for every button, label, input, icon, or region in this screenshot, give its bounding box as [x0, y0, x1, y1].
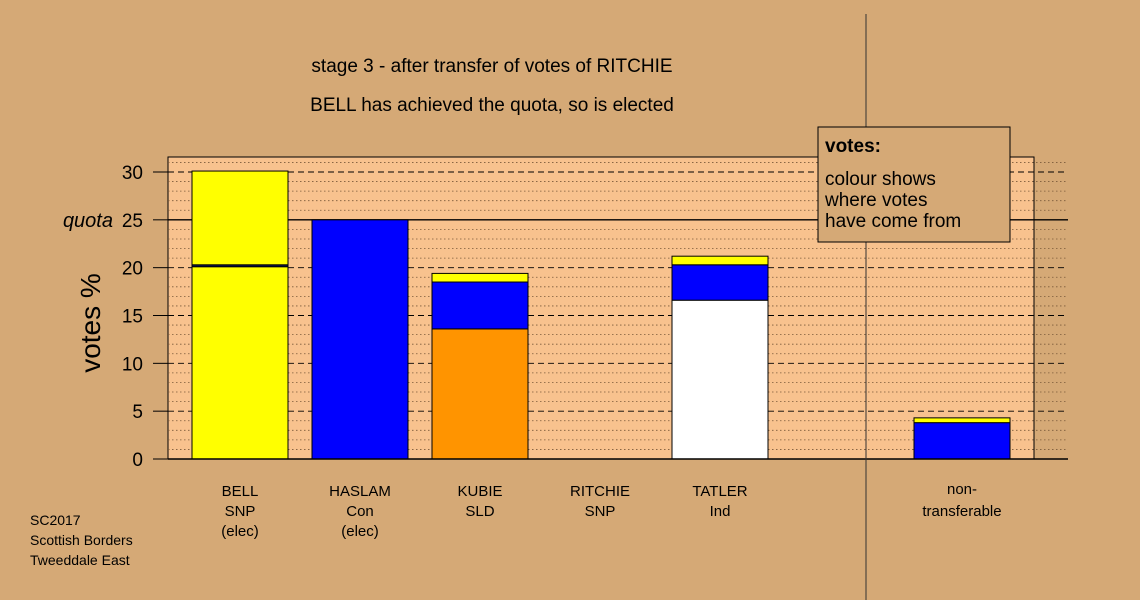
x-category-label: SLD: [465, 503, 494, 520]
bar-tatler-segment: [671, 255, 769, 266]
y-axis-title: votes %: [75, 273, 106, 373]
bar-tatler-segment: [671, 299, 769, 460]
bar-nontransferable-segment: [913, 417, 1011, 424]
bar-bell-segment: [191, 266, 289, 460]
x-category-label: Con: [346, 503, 374, 520]
y-tick-label: 30: [122, 163, 143, 184]
legend-title: votes:: [825, 136, 881, 157]
legend-box: [817, 126, 1011, 243]
quota-label: quota: [63, 210, 113, 232]
x-category-label: HASLAM: [329, 483, 391, 500]
chart-title: stage 3 - after transfer of votes of RIT…: [311, 56, 672, 77]
footer-council: Scottish Borders: [30, 532, 133, 548]
footer-caption: SC2017 Scottish Borders Tweeddale East: [30, 510, 133, 570]
x-category-label: (elec): [341, 523, 379, 540]
x-category-label: KUBIE: [457, 483, 502, 500]
y-tick-label: 0: [132, 450, 143, 471]
x-category-label: transferable: [922, 503, 1001, 520]
legend-text: colour shows: [825, 169, 936, 190]
bar-tatler-segment: [671, 264, 769, 301]
legend-text: where votes: [824, 190, 927, 211]
x-category-label: SNP: [585, 503, 616, 520]
bar-bell-segment: [191, 170, 289, 266]
y-tick-label: 10: [122, 354, 143, 375]
bar-kubie-segment: [431, 272, 529, 283]
x-category-label: RITCHIE: [570, 483, 630, 500]
x-category-label: TATLER: [692, 483, 747, 500]
x-category-label: BELL: [222, 483, 259, 500]
x-category-label: Ind: [710, 503, 731, 520]
y-tick-label: 25: [122, 211, 143, 232]
x-category-label: non-: [947, 481, 977, 498]
y-tick-label: 5: [132, 402, 143, 423]
footer-ward: Tweeddale East: [30, 552, 130, 568]
bar-haslam-segment: [311, 219, 409, 460]
legend-text: have come from: [825, 211, 961, 232]
footer-election: SC2017: [30, 512, 81, 528]
chart-subtitle: BELL has achieved the quota, so is elect…: [310, 95, 674, 116]
bar-kubie-segment: [431, 328, 529, 460]
bar-kubie-segment: [431, 281, 529, 330]
bar-nontransferable-segment: [913, 422, 1011, 460]
y-tick-label: 15: [122, 307, 143, 328]
x-category-label: (elec): [221, 523, 259, 540]
x-category-label: SNP: [225, 503, 256, 520]
y-tick-label: 20: [122, 259, 143, 280]
